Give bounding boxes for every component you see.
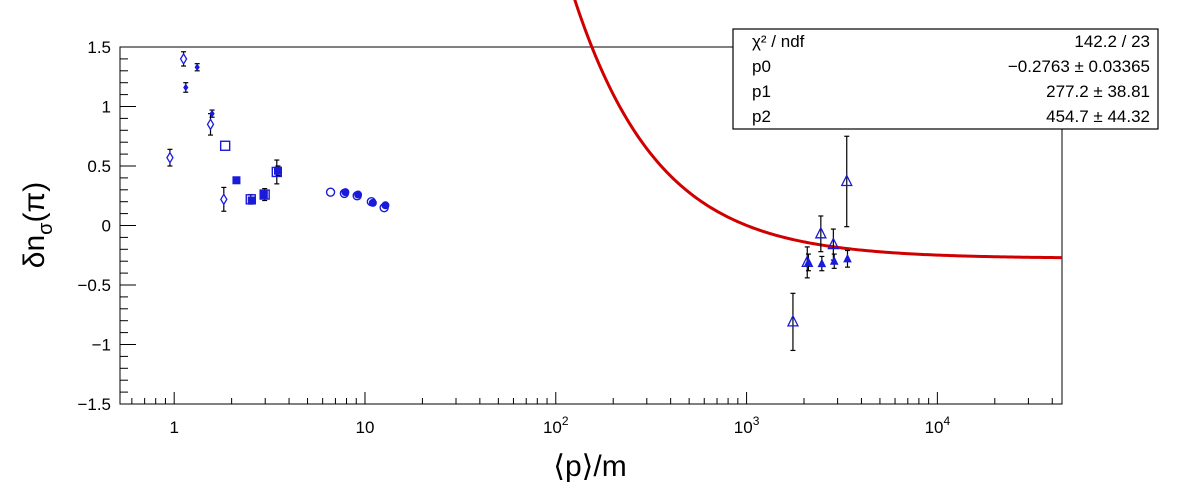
y-axis-title-suffix: (π) <box>18 182 51 223</box>
data-point-open-diamond <box>220 193 228 206</box>
y-tick-label: 0 <box>102 217 111 236</box>
fit-curve <box>573 0 1063 260</box>
x-tick-label: 104 <box>925 414 951 437</box>
axis-ticks: 1 10 102 103 104 1.5 1 0.5 0 −0.5 −1 −1.5 <box>77 38 1053 437</box>
stats-label-p1: p1 <box>752 82 771 101</box>
stats-label-p0: p0 <box>752 57 771 76</box>
x-tick-label: 1 <box>169 418 178 437</box>
data-point-open-diamond <box>206 118 215 131</box>
stats-box-frame <box>732 28 1159 130</box>
data-point-filled-circle <box>368 198 377 207</box>
y-tick-label: −0.5 <box>77 276 111 295</box>
data-point-open-triangle <box>827 237 840 250</box>
data-point-filled-circle <box>381 201 390 210</box>
data-point-filled-diamond <box>183 83 189 92</box>
data-point-open-triangle <box>786 314 799 327</box>
stats-value-p1: 277.2 ± 38.81 <box>1046 82 1150 101</box>
data-points <box>166 51 853 352</box>
data-point-filled-diamond <box>194 63 200 72</box>
data-point-filled-square <box>232 176 241 185</box>
data-point-open-triangle <box>814 226 827 239</box>
stats-box: χ² / ndf 142.2 / 23 p0 −0.2763 ± 0.03365… <box>732 28 1159 130</box>
data-point-filled-diamond <box>209 109 215 118</box>
x-tick-label: 10 <box>356 418 375 437</box>
data-point-filled-triangle <box>817 258 827 268</box>
stats-value-chi2: 142.2 / 23 <box>1074 32 1150 51</box>
data-point-filled-circle <box>341 188 350 197</box>
y-tick-label: −1 <box>92 336 111 355</box>
x-axis-title: ⟨p⟩/m <box>553 450 626 483</box>
stats-label-chi2: χ² / ndf <box>752 32 805 51</box>
data-point-open-diamond <box>179 52 188 66</box>
data-point-open-triangle <box>840 174 853 187</box>
data-point-filled-triangle <box>804 257 813 266</box>
data-point-open-circle <box>325 187 336 197</box>
x-tick-label: 102 <box>543 414 569 437</box>
data-point-filled-square <box>273 166 282 175</box>
x-tick-label: 103 <box>734 414 760 437</box>
data-point-filled-triangle <box>829 256 839 265</box>
y-tick-label: −1.5 <box>77 395 111 414</box>
fit-curve-group <box>573 0 1063 260</box>
stats-value-p2: 454.7 ± 44.32 <box>1046 107 1150 126</box>
y-tick-label: 0.5 <box>87 157 111 176</box>
stats-label-p2: p2 <box>752 107 771 126</box>
y-axis-title-sub: σ <box>35 222 57 235</box>
y-axis-title: δnσ(π) <box>18 182 57 268</box>
data-point-filled-circle <box>354 190 363 199</box>
data-point-open-diamond <box>166 151 174 164</box>
data-point-filled-triangle <box>843 253 852 263</box>
y-tick-label: 1.5 <box>87 38 111 57</box>
stats-value-p0: −0.2763 ± 0.03365 <box>1008 57 1150 76</box>
y-tick-label: 1 <box>102 98 111 117</box>
data-point-filled-square <box>247 196 256 205</box>
y-axis-title-main: δn <box>18 235 51 268</box>
data-point-open-square <box>219 140 231 151</box>
data-point-filled-square <box>259 190 268 199</box>
